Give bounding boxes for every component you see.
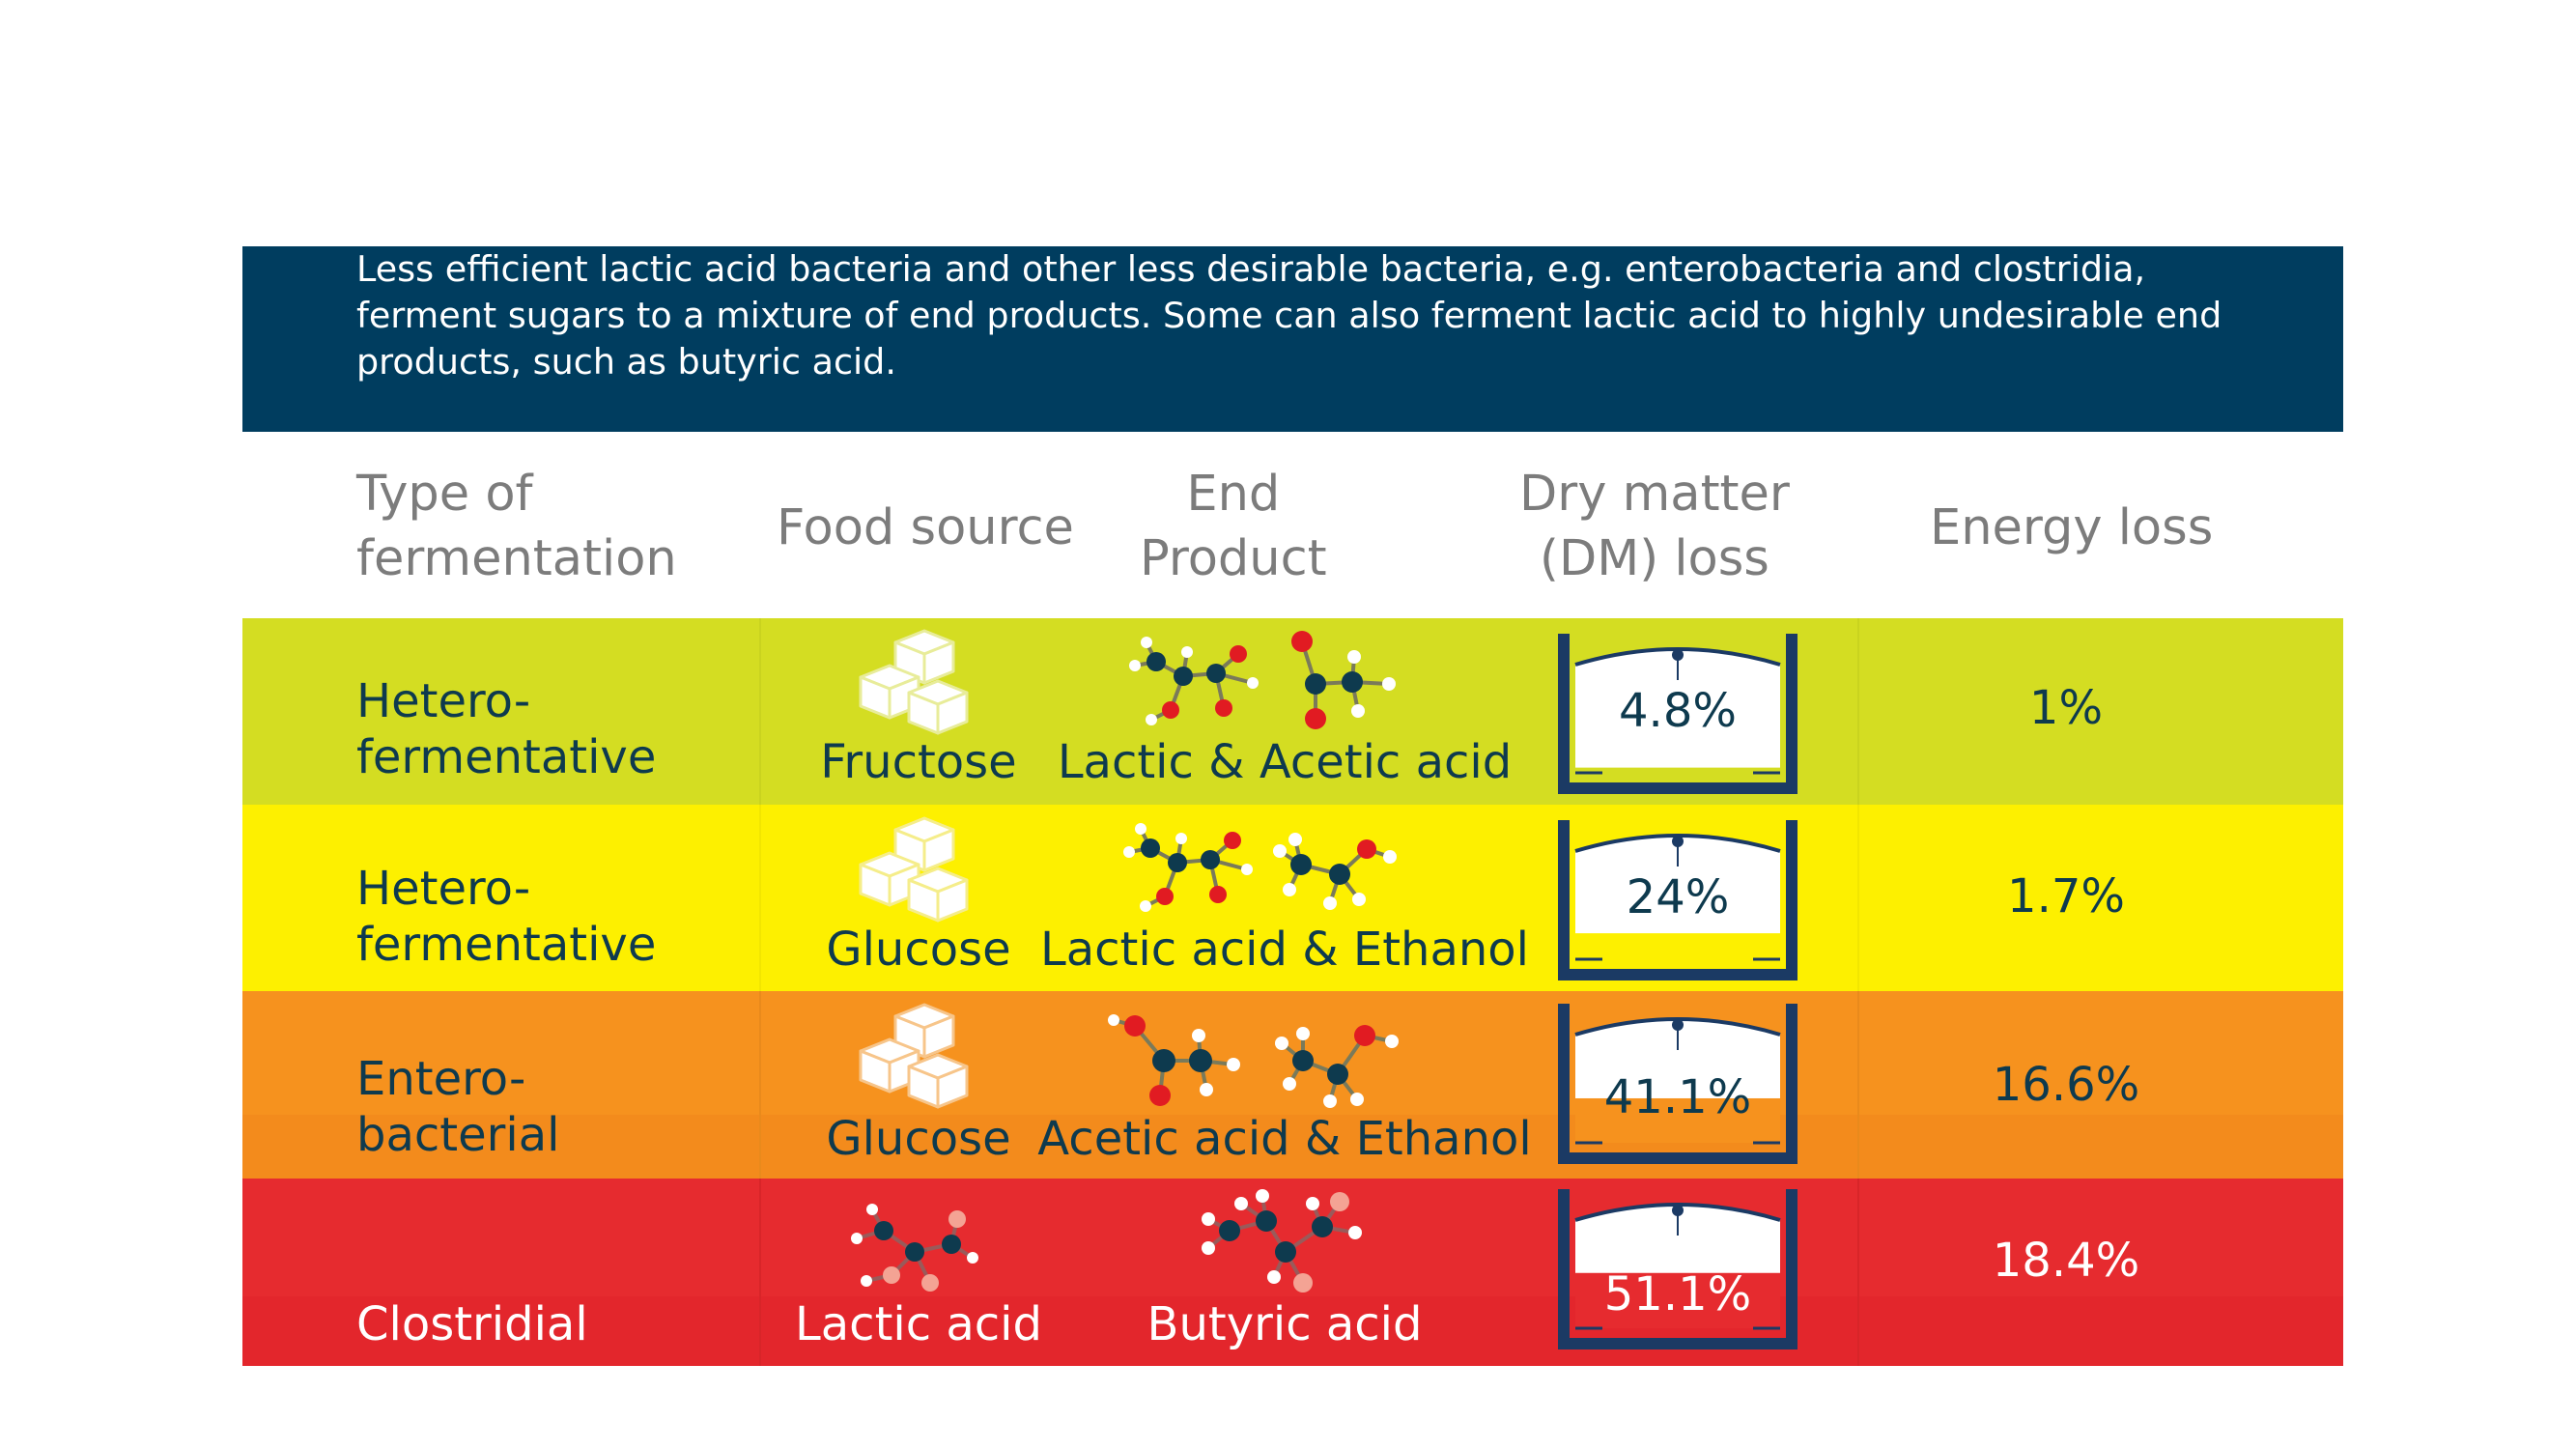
end-product: Lactic & Acetic acid [1057, 735, 1513, 789]
ethanol-molecule-icon [1264, 1007, 1400, 1117]
sugar-cubes-icon [855, 816, 975, 928]
energy-loss-value: 18.4% [1992, 1234, 2140, 1288]
lactic-acid-molecule-icon [1127, 623, 1262, 743]
dm-loss-fill [1575, 767, 1780, 773]
fermentation-type-line2: fermentative [356, 918, 657, 972]
fermentation-type-line1: Hetero- [356, 862, 531, 916]
fermentation-type-line1: Clostridial [356, 1297, 588, 1351]
acetic-acid-molecule-icon [1265, 618, 1401, 738]
header-type-line2: fermentation [356, 530, 677, 587]
energy-loss-value: 16.6% [1992, 1058, 2140, 1112]
fermentation-type-line1: Entero- [356, 1052, 526, 1106]
intro-text: Less efficient lactic acid bacteria and … [356, 248, 2222, 383]
header-end-product: End Product [1140, 462, 1327, 591]
ethanol-molecule-icon [1266, 814, 1401, 924]
dm-loss-gauge [1558, 998, 1798, 1168]
fermentation-type-line2: bacterial [356, 1108, 560, 1162]
header-end-line1: End [1186, 466, 1281, 523]
energy-loss-value: 1.7% [2007, 869, 2125, 923]
fermentation-type-line2: fermentative [356, 730, 657, 784]
dm-loss-fill [1575, 1272, 1780, 1328]
table-row: Hetero- fermentative Fructose [242, 618, 2343, 805]
header-end-line2: Product [1140, 530, 1327, 587]
table-row: Hetero- fermentative Glucose [242, 805, 2343, 991]
table-row: Entero- bacterial Glucose [242, 991, 2343, 1179]
dm-loss-value: 51.1% [1603, 1267, 1752, 1321]
lactic-acid-molecule-icon [843, 1190, 988, 1300]
header-energy-loss: Energy loss [1930, 499, 2214, 556]
acetic-acid-molecule-icon [1098, 1001, 1243, 1121]
table-row: Clostridial Lactic acid Butyric acid [242, 1179, 2343, 1366]
dm-loss-gauge [1558, 1183, 1798, 1353]
header-dm-loss: Dry matter (DM) loss [1519, 462, 1790, 591]
dm-loss-gauge [1558, 814, 1798, 984]
energy-loss-value: 1% [2028, 681, 2104, 735]
header-food-source: Food source [777, 499, 1074, 556]
food-source: Fructose [820, 735, 1017, 789]
fermentation-type: Clostridial [356, 1296, 588, 1352]
dm-loss-fill [1575, 933, 1780, 959]
intro-banner: Less efficient lactic acid bacteria and … [242, 246, 2343, 432]
sugar-cubes-icon [855, 1003, 975, 1115]
sugar-cubes-icon [855, 629, 975, 741]
fermentation-type: Hetero- fermentative [356, 673, 656, 785]
food-source: Glucose [826, 1112, 1011, 1166]
dm-loss-gauge [1558, 628, 1798, 798]
butyric-acid-molecule-icon [1197, 1182, 1390, 1302]
header-dm-line2: (DM) loss [1540, 530, 1769, 587]
end-product: Butyric acid [1146, 1297, 1423, 1351]
end-product: Acetic acid & Ethanol [1037, 1112, 1532, 1166]
dm-loss-fill [1575, 1097, 1780, 1143]
header-type-of-fermentation: Type of fermentation [356, 462, 677, 591]
fermentation-type-line1: Hetero- [356, 674, 531, 728]
lactic-acid-molecule-icon [1121, 810, 1257, 929]
dm-loss-value: 41.1% [1603, 1070, 1752, 1124]
fermentation-type: Entero- bacterial [356, 1051, 559, 1163]
food-source: Lactic acid [795, 1297, 1042, 1351]
header-type-line1: Type of [356, 466, 533, 523]
dm-loss-value: 24% [1626, 870, 1730, 924]
dm-loss-value: 4.8% [1619, 684, 1737, 738]
header-dm-line1: Dry matter [1519, 466, 1790, 523]
food-source: Glucose [826, 923, 1011, 977]
end-product: Lactic acid & Ethanol [1039, 923, 1530, 977]
fermentation-type: Hetero- fermentative [356, 861, 656, 973]
